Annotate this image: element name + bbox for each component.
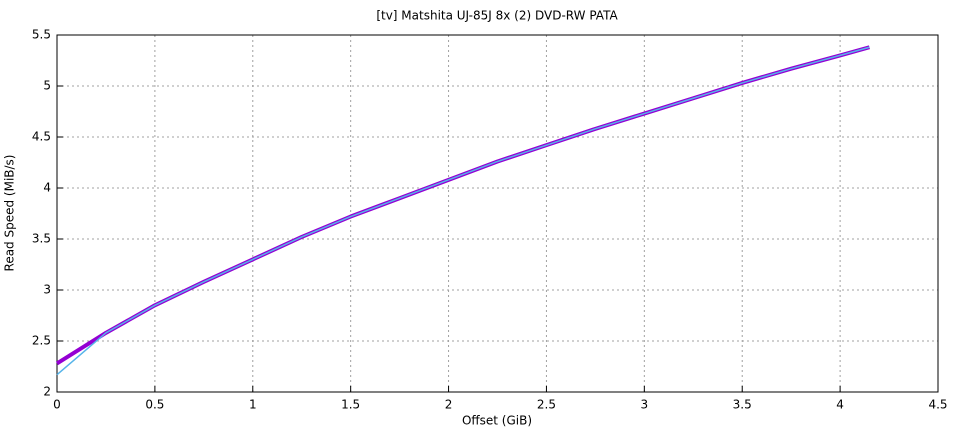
x-tick-label: 0.5 bbox=[145, 398, 164, 412]
x-tick-label: 3 bbox=[641, 398, 649, 412]
x-tick-label: 4 bbox=[836, 398, 844, 412]
x-tick-label: 1.5 bbox=[341, 398, 360, 412]
y-tick-label: 5 bbox=[43, 79, 51, 93]
x-axis-label: Offset (GiB) bbox=[462, 414, 532, 428]
x-tick-label: 2 bbox=[445, 398, 453, 412]
chart-title: [tv] Matshita UJ-85J 8x (2) DVD-RW PATA bbox=[376, 9, 618, 23]
plot-frame bbox=[56, 34, 939, 393]
x-tick-label: 2.5 bbox=[537, 398, 556, 412]
y-tick-label: 4 bbox=[43, 181, 51, 195]
y-axis-label: Read Speed (MiB/s) bbox=[3, 155, 17, 272]
x-tick-label: 3.5 bbox=[733, 398, 752, 412]
y-tick-label: 4.5 bbox=[32, 130, 51, 144]
y-tick-label: 2 bbox=[43, 385, 51, 399]
x-tick-label: 0 bbox=[53, 398, 61, 412]
y-tick-label: 2.5 bbox=[32, 334, 51, 348]
y-tick-label: 3.5 bbox=[32, 232, 51, 246]
x-tick-label: 1 bbox=[249, 398, 257, 412]
y-tick-label: 3 bbox=[43, 283, 51, 297]
x-tick-label: 4.5 bbox=[928, 398, 947, 412]
data-line bbox=[55, 45, 871, 366]
y-tick-label: 5.5 bbox=[32, 28, 51, 42]
data-line bbox=[56, 46, 870, 376]
